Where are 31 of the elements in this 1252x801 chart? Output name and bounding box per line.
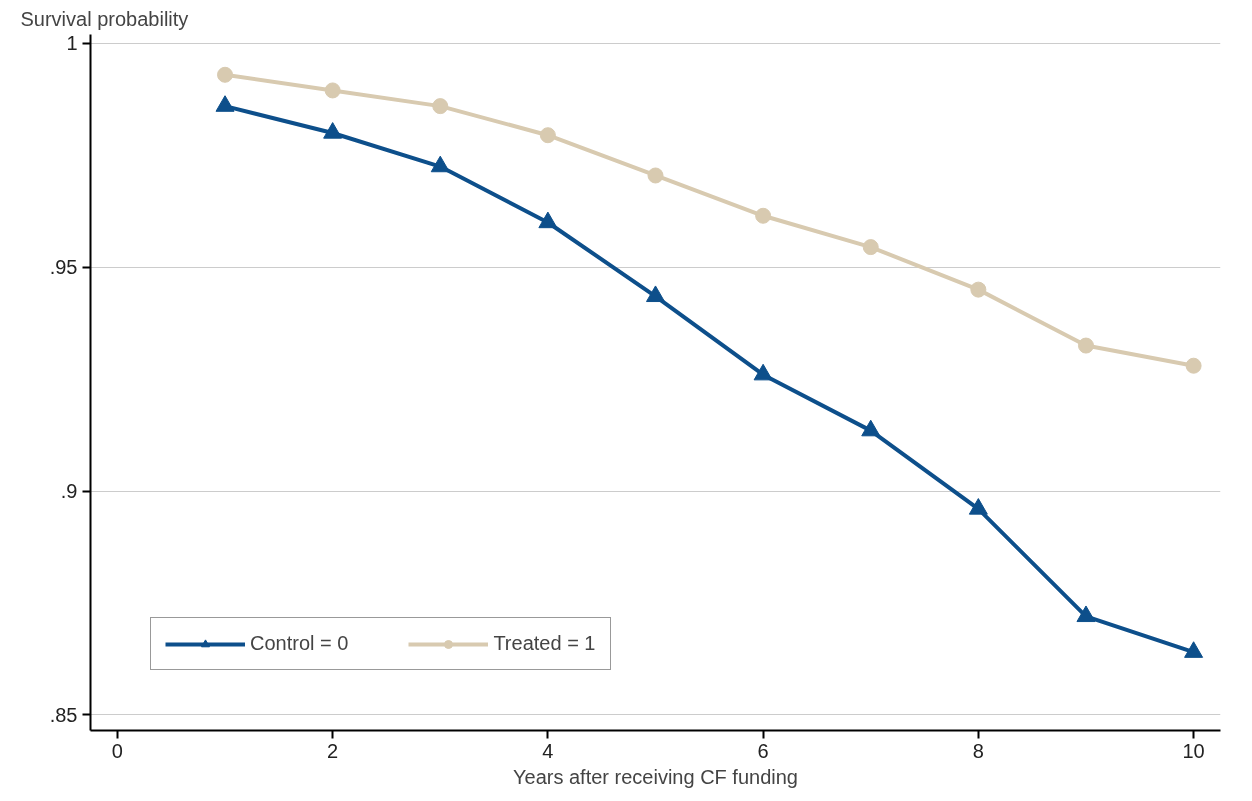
y-tick-label: .85 xyxy=(49,703,78,726)
x-tick-label: 6 xyxy=(757,739,769,762)
point xyxy=(1185,357,1202,374)
point xyxy=(646,285,665,303)
legend-label: Treated = 1 xyxy=(493,632,596,655)
point xyxy=(1076,605,1096,623)
point xyxy=(753,363,773,381)
point xyxy=(862,239,879,256)
point xyxy=(324,82,341,99)
point xyxy=(968,498,988,515)
point xyxy=(861,419,881,437)
x-tick-label: 0 xyxy=(111,739,123,762)
y-tick-label: .9 xyxy=(60,480,78,503)
x-axis-title: Years after receiving CF funding xyxy=(513,765,798,788)
y-axis-title: Survival probability xyxy=(20,7,189,30)
point xyxy=(538,211,558,229)
point xyxy=(1077,337,1094,354)
y-tick-label: .95 xyxy=(49,256,78,279)
point xyxy=(970,281,987,298)
y-tick-label: 1 xyxy=(66,32,78,55)
point xyxy=(539,127,556,144)
x-tick-label: 8 xyxy=(972,739,984,762)
point xyxy=(755,207,772,224)
point xyxy=(432,98,449,115)
point xyxy=(1184,641,1204,658)
legend-label: Control = 0 xyxy=(250,632,349,655)
x-tick-label: 2 xyxy=(327,739,339,762)
x-tick-label: 10 xyxy=(1182,739,1205,762)
point xyxy=(217,66,234,83)
point xyxy=(647,167,664,184)
x-tick-label: 4 xyxy=(542,739,554,762)
